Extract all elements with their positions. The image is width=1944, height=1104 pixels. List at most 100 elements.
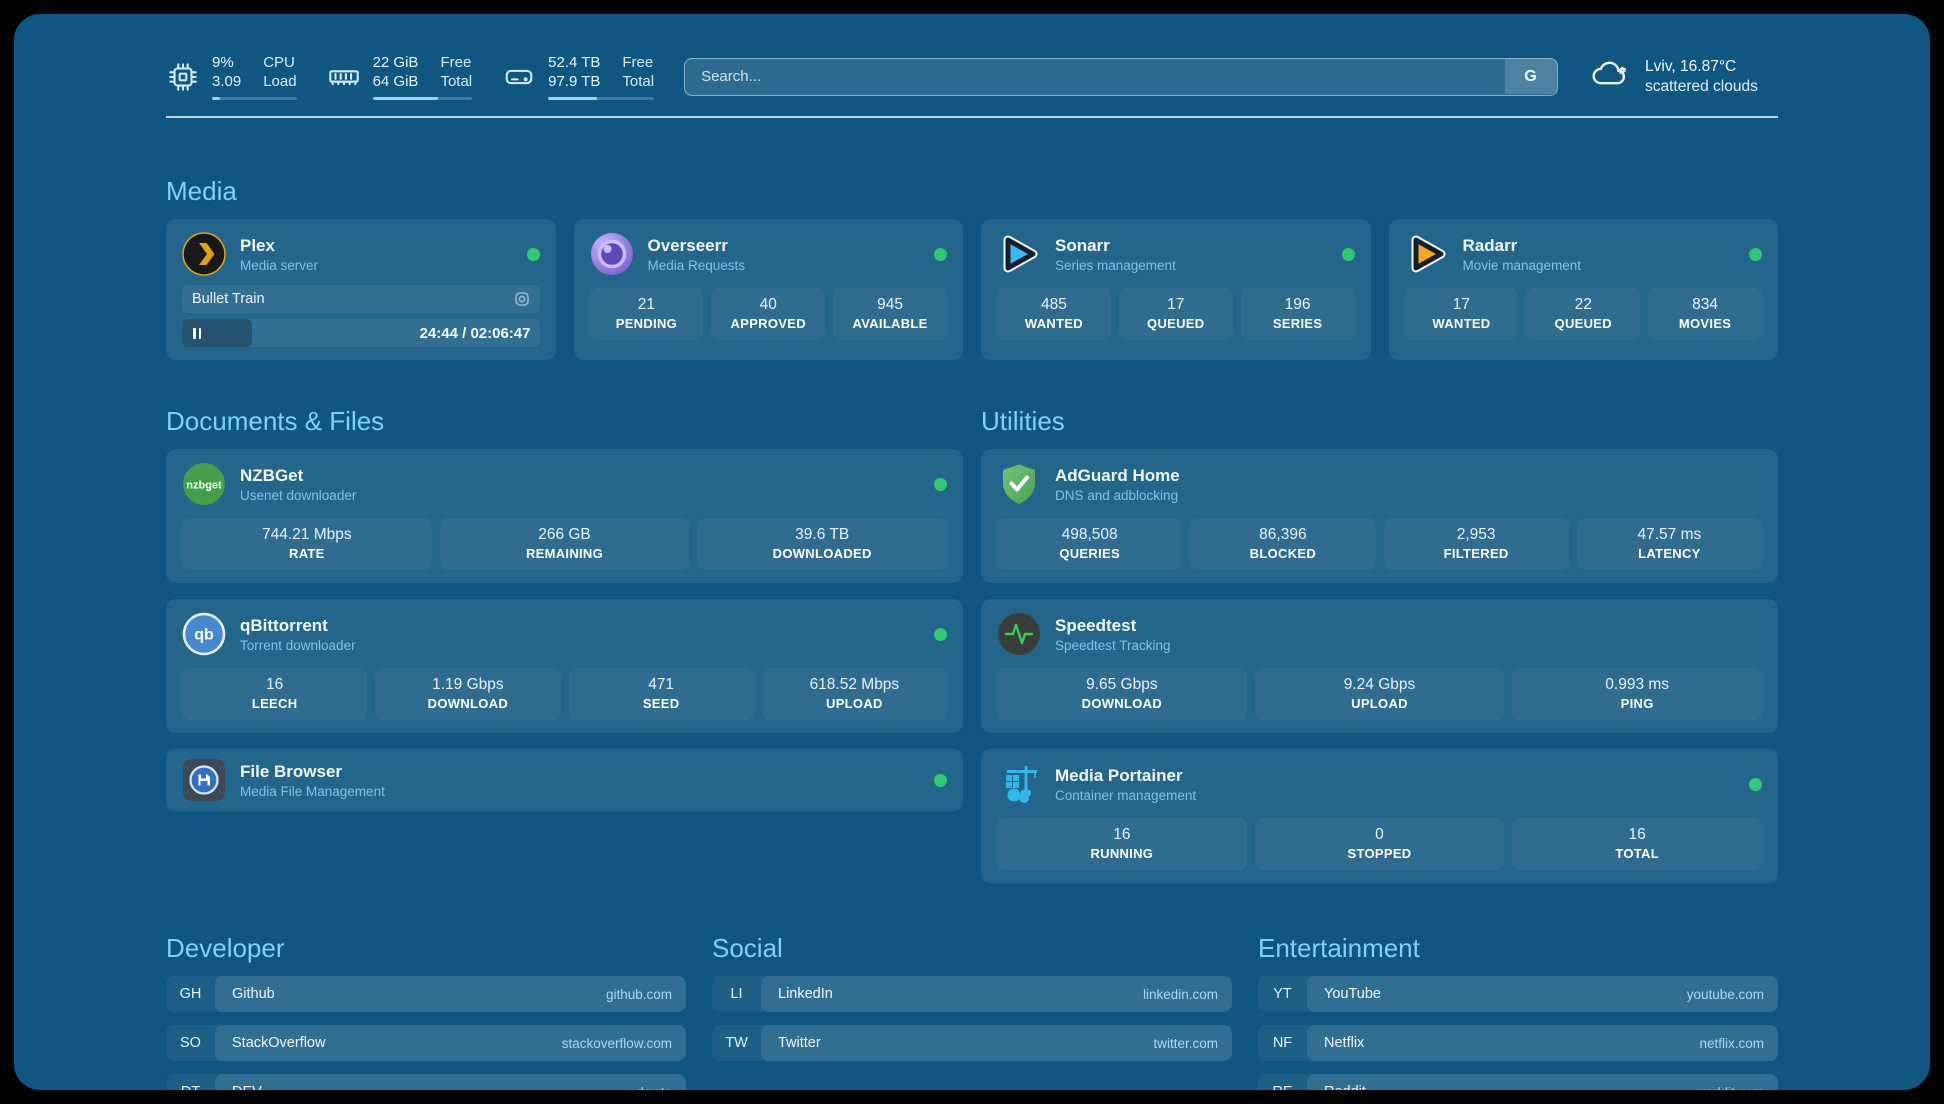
section-title-entertainment: Entertainment: [1258, 933, 1420, 963]
stat-tile-series: 196 SERIES: [1240, 288, 1355, 340]
cpu-load: 3.09: [212, 73, 242, 90]
stat-tile-rate: 744.21 Mbps RATE: [182, 518, 432, 570]
stat-tile-remaining: 266 GB REMAINING: [439, 518, 690, 570]
link-linkedin[interactable]: LI LinkedIn linkedin.com: [712, 976, 1232, 1012]
stat-tile-upload: 618.52 Mbps UPLOAD: [761, 668, 947, 720]
app-name: Plex: [240, 235, 275, 255]
search-engine-button[interactable]: G: [1504, 59, 1557, 94]
radarr-icon: [1405, 232, 1449, 276]
stat-tile-wanted: 485 WANTED: [997, 288, 1111, 340]
links-entertainment: Entertainment YT YouTube youtube.com NF …: [1258, 883, 1778, 1090]
media-settings-icon[interactable]: [514, 291, 530, 307]
app-subtitle: Container management: [1055, 787, 1197, 803]
card-filebrowser[interactable]: File Browser Media File Management: [166, 749, 963, 811]
app-subtitle: DNS and adblocking: [1055, 487, 1179, 503]
app-subtitle: Usenet downloader: [240, 487, 357, 503]
sonarr-icon: [997, 232, 1041, 276]
weather-widget[interactable]: Lviv, 16.87°C scattered clouds: [1588, 52, 1778, 101]
svg-text:qb: qb: [194, 627, 214, 644]
overseerr-icon: [590, 232, 634, 276]
card-adguard[interactable]: AdGuard Home DNS and adblocking 498,508 …: [981, 449, 1778, 583]
status-dot: [934, 773, 947, 787]
stat-tile-seed: 471 SEED: [568, 668, 754, 720]
now-playing-title: Bullet Train: [192, 291, 265, 307]
stat-tile-wanted: 17 WANTED: [1404, 288, 1519, 340]
cpu-stat: 9% 3.09 CPU Load: [166, 53, 297, 100]
link-twitter[interactable]: TW Twitter twitter.com: [712, 1025, 1232, 1061]
stat-tile-downloaded: 39.6 TB DOWNLOADED: [697, 518, 947, 570]
plex-icon: [182, 232, 226, 276]
filebrowser-icon: [182, 758, 226, 802]
card-nzbget[interactable]: nzbget NZBGet Usenet downloader 744.21 M…: [166, 449, 963, 583]
player-bar: 24:44 / 02:06:47: [182, 319, 540, 347]
status-dot: [934, 627, 947, 641]
app-subtitle: Speedtest Tracking: [1055, 637, 1171, 653]
app-name: File Browser: [240, 761, 343, 781]
section-title-developer: Developer: [166, 933, 285, 963]
disk-icon: [502, 60, 536, 94]
app-subtitle: Series management: [1055, 257, 1176, 273]
card-qbittorrent[interactable]: qb qBittorrent Torrent downloader 16 LEE…: [166, 599, 963, 733]
header: 9% 3.09 CPU Load: [166, 52, 1778, 101]
stat-tile-leech: 16 LEECH: [182, 668, 368, 720]
stat-tile-total: 16 TOTAL: [1512, 818, 1762, 870]
card-speedtest[interactable]: Speedtest Speedtest Tracking 9.65 Gbps D…: [981, 599, 1778, 733]
status-dot: [1341, 247, 1355, 261]
section-title-social: Social: [712, 933, 783, 963]
ram-icon: [327, 60, 361, 94]
stat-tile-movies: 834 MOVIES: [1648, 288, 1762, 340]
disk-stat: 52.4 TB 97.9 TB Free Total: [502, 53, 655, 100]
section-title-utilities: Utilities: [981, 406, 1065, 436]
stat-tile-stopped: 0 STOPPED: [1254, 818, 1505, 870]
link-dev[interactable]: DT DEV dev.to: [166, 1074, 686, 1090]
link-netflix[interactable]: NF Netflix netflix.com: [1258, 1025, 1778, 1061]
cloud-icon: [1588, 52, 1632, 101]
link-github[interactable]: GH Github github.com: [166, 976, 686, 1012]
cpu-icon: [166, 60, 200, 94]
weather-location: Lviv, 16.87°C: [1645, 57, 1737, 75]
speedtest-pulse-icon: [997, 612, 1041, 656]
card-sonarr[interactable]: Sonarr Series management 485 WANTED 17 Q…: [981, 219, 1371, 360]
adguard-shield-icon: [997, 462, 1041, 506]
card-plex[interactable]: Plex Media server Bullet Train 24:44 / 0…: [166, 219, 556, 360]
svg-text:nzbget: nzbget: [186, 480, 222, 492]
stat-tile-queued: 17 QUEUED: [1118, 288, 1233, 340]
link-youtube[interactable]: YT YouTube youtube.com: [1258, 976, 1778, 1012]
cpu-progress-bar: [212, 97, 297, 100]
disk-free: 52.4 TB: [548, 54, 601, 71]
header-divider: [166, 116, 1778, 118]
search-input[interactable]: [684, 57, 1558, 96]
ram-free: 22 GiB: [372, 54, 419, 71]
portainer-crane-icon: [997, 762, 1041, 806]
stat-tile-upload: 9.24 Gbps UPLOAD: [1254, 668, 1505, 720]
card-overseerr[interactable]: Overseerr Media Requests 21 PENDING 40 A…: [573, 219, 963, 360]
system-stats: 9% 3.09 CPU Load: [166, 53, 655, 100]
app-name: Media Portainer: [1055, 765, 1183, 785]
app-name: Speedtest: [1055, 615, 1137, 635]
dashboard-panel: 9% 3.09 CPU Load: [14, 14, 1930, 1090]
links-developer: Developer GH Github github.com SO StackO…: [166, 883, 686, 1090]
search-bar: G: [684, 57, 1558, 96]
stat-tile-filtered: 2,953 FILTERED: [1383, 518, 1569, 570]
disk-progress-bar: [548, 97, 655, 100]
weather-condition: scattered clouds: [1645, 77, 1758, 95]
stat-tile-pending: 21 PENDING: [589, 288, 704, 340]
card-radarr[interactable]: Radarr Movie management 17 WANTED 22 QUE…: [1388, 219, 1778, 360]
section-title-media: Media: [166, 176, 237, 206]
link-stackoverflow[interactable]: SO StackOverflow stackoverflow.com: [166, 1025, 686, 1061]
stat-tile-download: 9.65 Gbps DOWNLOAD: [997, 668, 1247, 720]
section-title-documents: Documents & Files: [166, 406, 385, 436]
pause-button[interactable]: [191, 326, 203, 341]
card-portainer[interactable]: Media Portainer Container management 16 …: [981, 749, 1778, 883]
link-reddit[interactable]: RE Reddit reddit.com: [1258, 1074, 1778, 1090]
app-name: Overseerr: [647, 235, 728, 255]
stat-tile-running: 16 RUNNING: [997, 818, 1247, 870]
ram-stat: 22 GiB 64 GiB Free Total: [327, 53, 473, 100]
stat-tile-ping: 0.993 ms PING: [1512, 668, 1762, 720]
stat-tile-approved: 40 APPROVED: [711, 288, 826, 340]
app-subtitle: Media server: [240, 257, 319, 273]
app-name: qBittorrent: [240, 615, 328, 635]
status-dot: [934, 477, 947, 491]
now-playing-row: Bullet Train: [182, 285, 540, 313]
app-subtitle: Torrent downloader: [240, 637, 356, 653]
